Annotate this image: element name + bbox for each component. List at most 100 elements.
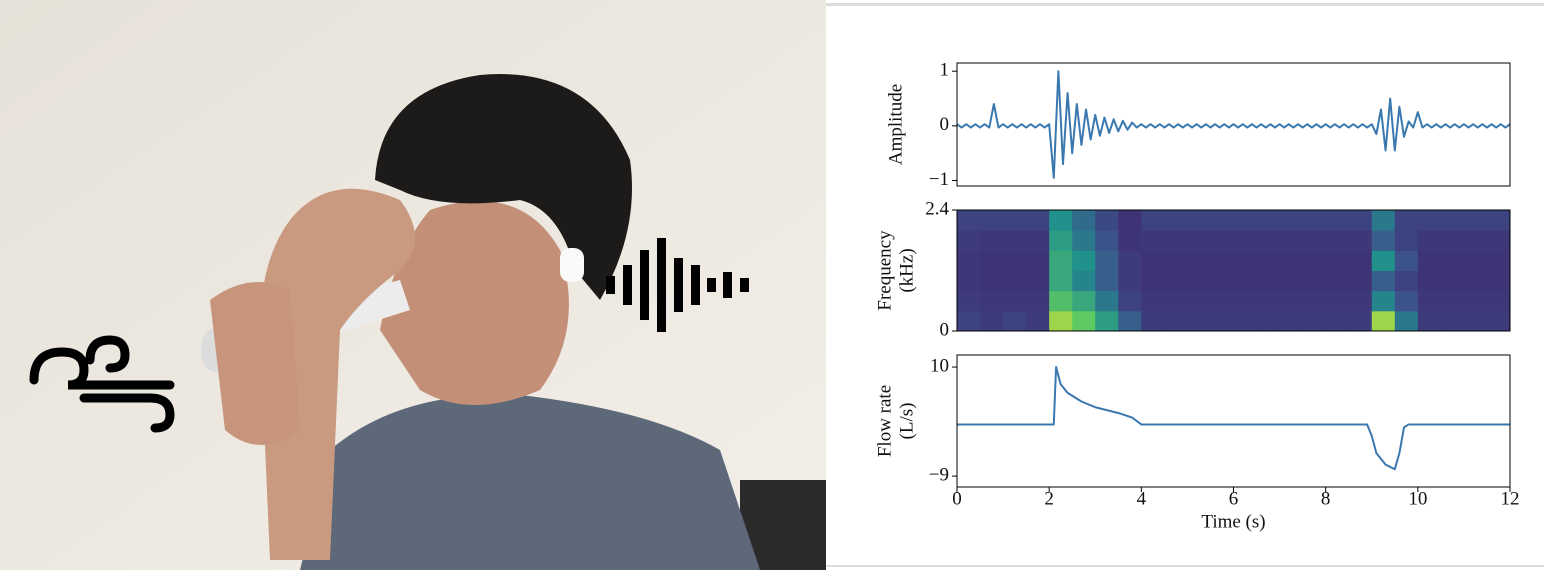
spectrogram-cell xyxy=(957,210,981,231)
spectrogram-cell xyxy=(1256,230,1281,251)
spectrogram-cell xyxy=(1279,210,1304,231)
spectrogram-cell xyxy=(1279,230,1304,251)
spectrogram-cell xyxy=(1440,250,1465,271)
spectrogram-cell xyxy=(1095,210,1119,231)
spectrogram-cell xyxy=(1210,230,1234,251)
spectrogram-cell xyxy=(1095,310,1119,332)
spectrogram-cell xyxy=(1233,310,1258,332)
spectrogram-cell xyxy=(957,310,981,332)
spectrogram-cell xyxy=(980,250,1004,271)
spectrogram-cell xyxy=(1256,290,1281,312)
spectrogram-cell xyxy=(1095,270,1119,292)
y-axis-label: (kHz) xyxy=(896,248,917,292)
spectrogram-cell xyxy=(1210,290,1234,312)
spectrogram-cell xyxy=(1371,210,1396,231)
spectrogram-cell xyxy=(1302,290,1327,312)
spectrogram-cell xyxy=(1302,230,1327,251)
spectrogram-cell xyxy=(1003,250,1027,271)
spectrogram-cell xyxy=(1279,250,1304,271)
spectrogram-cell xyxy=(1394,210,1419,231)
spectrogram-cell xyxy=(957,270,981,292)
spectrogram-cell xyxy=(1440,290,1465,312)
spectrogram-cell xyxy=(1256,310,1281,332)
spectrogram-cell xyxy=(1026,290,1050,312)
spectrogram-cell xyxy=(1072,270,1096,292)
spectrogram-cell xyxy=(1233,230,1258,251)
spectrogram-cell xyxy=(1141,230,1165,251)
y-tick-label: 0 xyxy=(940,114,950,135)
spectrogram-cell xyxy=(1210,270,1234,292)
spectrogram-cell xyxy=(957,290,981,312)
spectrogram-cell xyxy=(1302,210,1327,231)
x-tick-label: 2 xyxy=(1044,488,1054,509)
spectrogram-cell xyxy=(1164,270,1188,292)
spectrogram-cell xyxy=(1187,250,1211,271)
spectrogram-cell xyxy=(1118,290,1142,312)
spectrogram-cell xyxy=(1417,210,1442,231)
spectrogram-cell xyxy=(1233,210,1258,231)
spectrogram-cell xyxy=(1026,210,1050,231)
spectrogram-cell xyxy=(1371,310,1396,332)
spectrogram-cell xyxy=(1118,310,1142,332)
spectrogram-cell xyxy=(1325,270,1350,292)
spectrogram-cell xyxy=(1095,250,1119,271)
spectrogram-cell xyxy=(1279,310,1304,332)
spectrogram-cell xyxy=(980,290,1004,312)
x-axis-label: Time (s) xyxy=(1201,511,1265,532)
spectrogram-cell xyxy=(980,310,1004,332)
spectrogram-cell xyxy=(1279,290,1304,312)
axes-frame xyxy=(956,354,1511,488)
spectrogram-cell xyxy=(1394,310,1419,332)
spectrogram-cell xyxy=(1463,310,1488,332)
spectrogram-cell xyxy=(1394,230,1419,251)
spectrogram-cell xyxy=(1256,270,1281,292)
spectrogram-cell xyxy=(1187,210,1211,231)
spectrogram-cell xyxy=(1440,270,1465,292)
spectrogram-cell xyxy=(1486,230,1511,251)
spectrogram-cell xyxy=(1440,210,1465,231)
spectrogram-cell xyxy=(1371,290,1396,312)
spectrogram-cell xyxy=(1256,250,1281,271)
spectrogram-cell xyxy=(1072,290,1096,312)
data-line xyxy=(956,70,1511,179)
spectrogram-cell xyxy=(1348,310,1373,332)
y-tick-label: 10 xyxy=(930,355,949,376)
spectrogram-cell xyxy=(1003,310,1027,332)
spectrogram-cell xyxy=(1440,230,1465,251)
spectrogram-cell xyxy=(1141,210,1165,231)
spectrogram-cell xyxy=(1049,210,1073,231)
spectrogram-cell xyxy=(1417,250,1442,271)
x-tick-label: 10 xyxy=(1408,488,1427,509)
spectrogram-cell xyxy=(1049,270,1073,292)
spectrogram-cell xyxy=(1049,310,1073,332)
spectrogram-cell xyxy=(1325,230,1350,251)
spectrogram-cell xyxy=(1371,250,1396,271)
data-line xyxy=(957,366,1510,471)
spectrogram-cell xyxy=(1003,210,1027,231)
spectrogram-cell xyxy=(1325,290,1350,312)
panel-edge xyxy=(826,565,1544,567)
spectrogram-cell xyxy=(1463,210,1488,231)
spectrogram-cell xyxy=(1141,310,1165,332)
spectrogram-cell xyxy=(1164,290,1188,312)
spectrogram-cell xyxy=(1210,210,1234,231)
spectrogram-cell xyxy=(1417,310,1442,332)
spectrogram-cell xyxy=(1049,230,1073,251)
spectrogram-cell xyxy=(1440,310,1465,332)
spectrogram-cell xyxy=(1348,210,1373,231)
spectrogram-cell xyxy=(1003,230,1027,251)
axes-frame xyxy=(956,209,1511,332)
spectrogram-cell xyxy=(1463,290,1488,312)
spectrogram-cell xyxy=(1486,270,1511,292)
spectrogram-cell xyxy=(1072,210,1096,231)
y-axis-label: Amplitude xyxy=(885,84,906,165)
y-tick-label: 1 xyxy=(940,60,950,81)
spectrogram-cell xyxy=(1233,290,1258,312)
photo xyxy=(0,0,826,570)
spectrogram-cell xyxy=(1348,270,1373,292)
spectrogram-cell xyxy=(1003,270,1027,292)
spectrogram-cell xyxy=(1026,270,1050,292)
spectrogram-cell xyxy=(1095,230,1119,251)
spectrogram-cell xyxy=(1233,270,1258,292)
spectrogram-cell xyxy=(1026,250,1050,271)
